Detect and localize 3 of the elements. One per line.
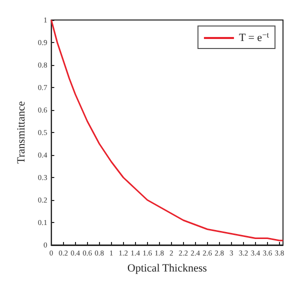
line-series xyxy=(50,19,284,242)
x-axis-title: Optical Thickness xyxy=(127,262,207,274)
y-axis-title: Transmittance xyxy=(16,101,28,164)
